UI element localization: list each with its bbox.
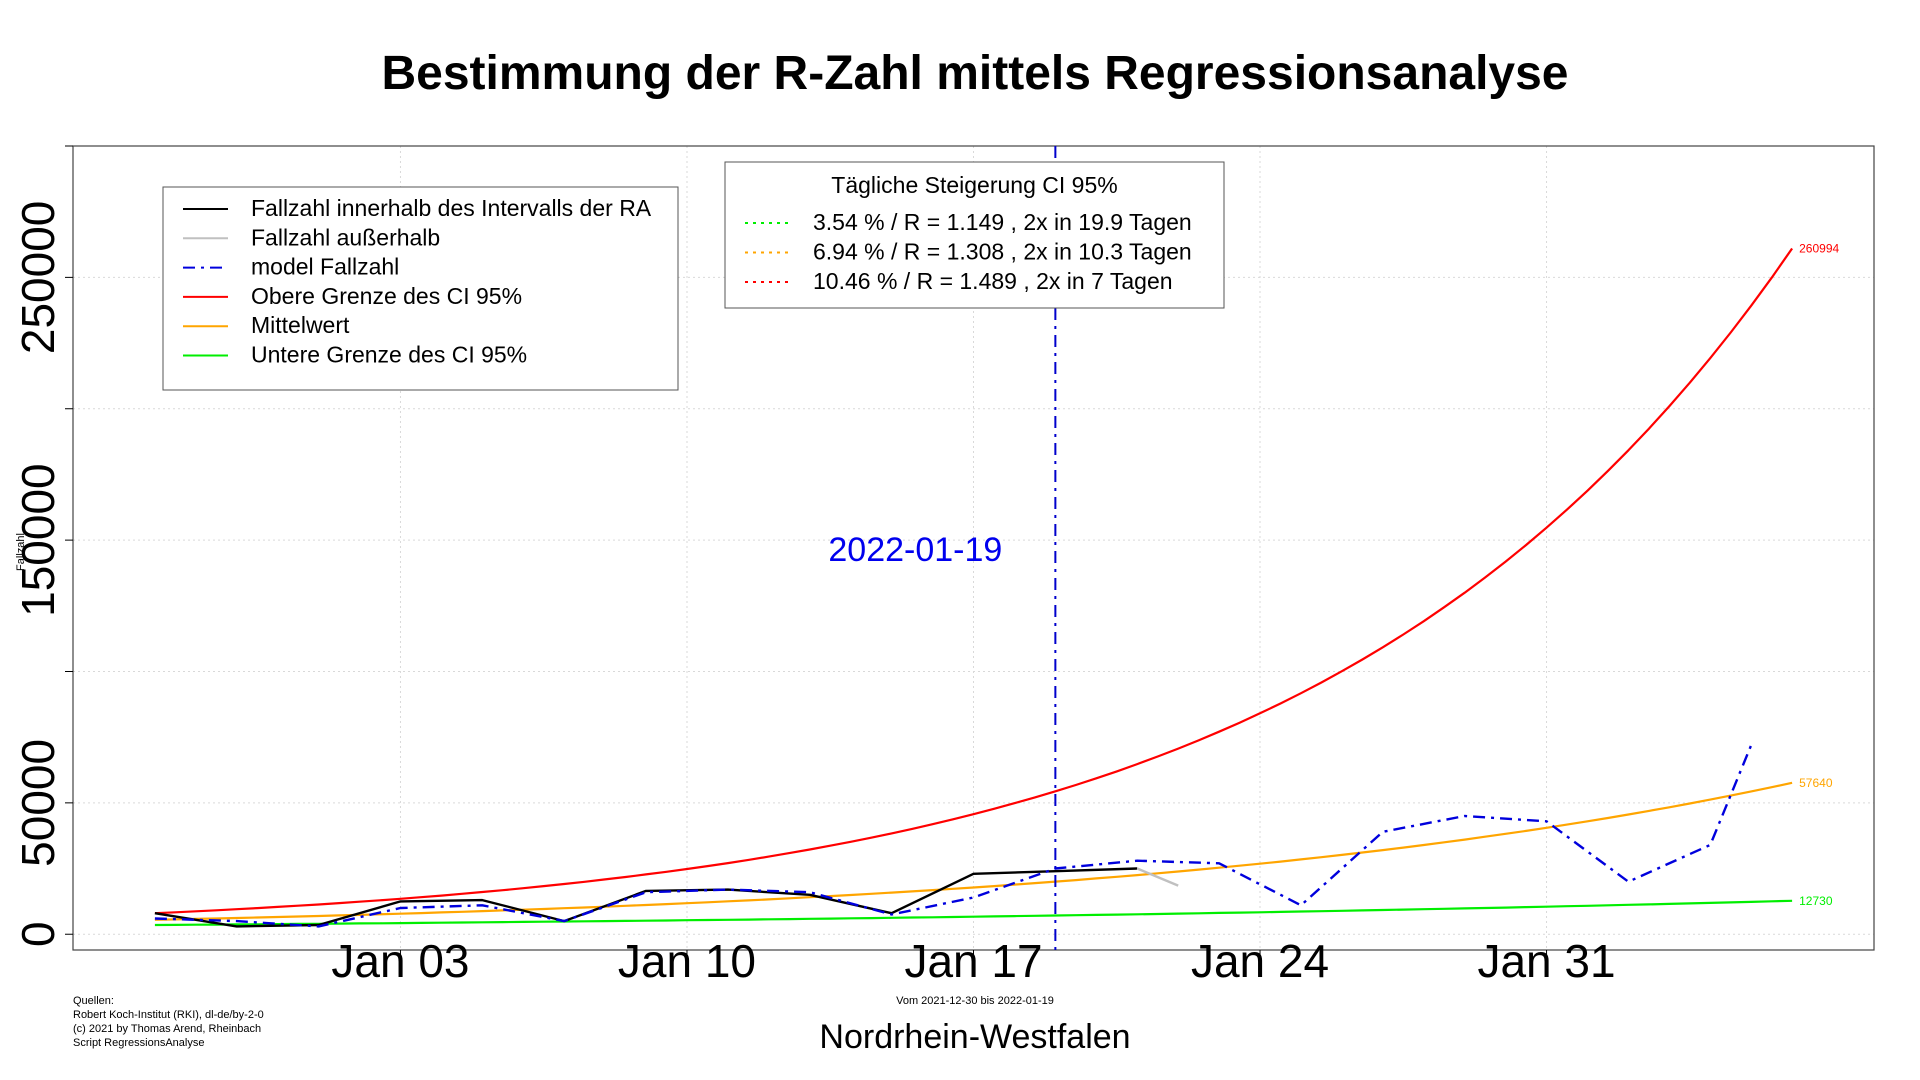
legend-growth: Tägliche Steigerung CI 95% 3.54 % / R = 1…	[724, 161, 1225, 309]
series-end-label: 12730	[1799, 894, 1833, 908]
y-axis-label: Fallzahl	[15, 533, 27, 571]
source-line: Script RegressionsAnalyse	[73, 1037, 204, 1049]
legend-label: Obere Grenze des CI 95%	[251, 283, 522, 309]
source-line: Quellen:	[73, 995, 114, 1007]
series-end-label: 57640	[1799, 776, 1833, 790]
series-line-2	[154, 899, 1793, 927]
chart-title: Bestimmung der R-Zahl mittels Regression…	[381, 47, 1568, 100]
legend2-box	[724, 161, 1225, 309]
series-end-label: 260994	[1799, 241, 1839, 255]
period-note: Vom 2021-12-30 bis 2022-01-19	[896, 995, 1054, 1007]
legend2-label: 6.94 % / R = 1.308 , 2x in 10.3 Tagen	[813, 239, 1192, 265]
series-line-1	[154, 781, 1793, 921]
legend2-label: 10.46 % / R = 1.489 , 2x in 7 Tagen	[813, 268, 1173, 294]
marker-label: 2022-01-19	[828, 531, 1002, 569]
legend-label: Mittelwert	[251, 312, 350, 338]
date-marker: 2022-01-19	[828, 146, 1057, 950]
sources-block: Quellen: Robert Koch-Institut (RKI), dl-d…	[73, 995, 264, 1049]
y-tick-label: 250000	[12, 201, 64, 355]
series-layer: 260994 57640 12730	[154, 241, 1840, 928]
y-tick-label: 0	[12, 921, 64, 947]
y-tick-label: 50000	[12, 739, 64, 867]
y-tick-label: 150000	[12, 463, 64, 617]
legend2-title: Tägliche Steigerung CI 95%	[831, 172, 1117, 198]
series-line-5	[154, 744, 1753, 928]
x-tick-label: Jan 17	[904, 935, 1042, 987]
series-line-3	[154, 867, 1138, 928]
series-line-0	[154, 247, 1794, 915]
legend-label: model Fallzahl	[251, 254, 399, 280]
legend-main: Fallzahl innerhalb des Intervalls der RA…	[162, 186, 679, 391]
x-tick-label: Jan 10	[618, 935, 756, 987]
legend-box	[162, 186, 679, 391]
source-line: (c) 2021 by Thomas Arend, Rheinbach	[73, 1023, 261, 1035]
legend2-label: 3.54 % / R = 1.149 , 2x in 19.9 Tagen	[813, 209, 1192, 235]
x-tick-label: Jan 24	[1191, 935, 1329, 987]
x-tick-label: Jan 03	[331, 935, 469, 987]
x-axis: Jan 03 Jan 10 Jan 17 Jan 24 Jan 31	[331, 935, 1615, 987]
region-label: Nordrhein-Westfalen	[819, 1018, 1130, 1056]
series-line-4	[1136, 867, 1179, 887]
legend-label: Untere Grenze des CI 95%	[251, 342, 527, 368]
legend-label: Fallzahl innerhalb des Intervalls der RA	[251, 195, 652, 221]
source-line: Robert Koch-Institut (RKI), dl-de/by-2-0	[73, 1009, 264, 1021]
legend-label: Fallzahl außerhalb	[251, 224, 440, 250]
y-axis: 0 50000 150000 250000	[12, 145, 73, 947]
x-tick-label: Jan 31	[1477, 935, 1615, 987]
